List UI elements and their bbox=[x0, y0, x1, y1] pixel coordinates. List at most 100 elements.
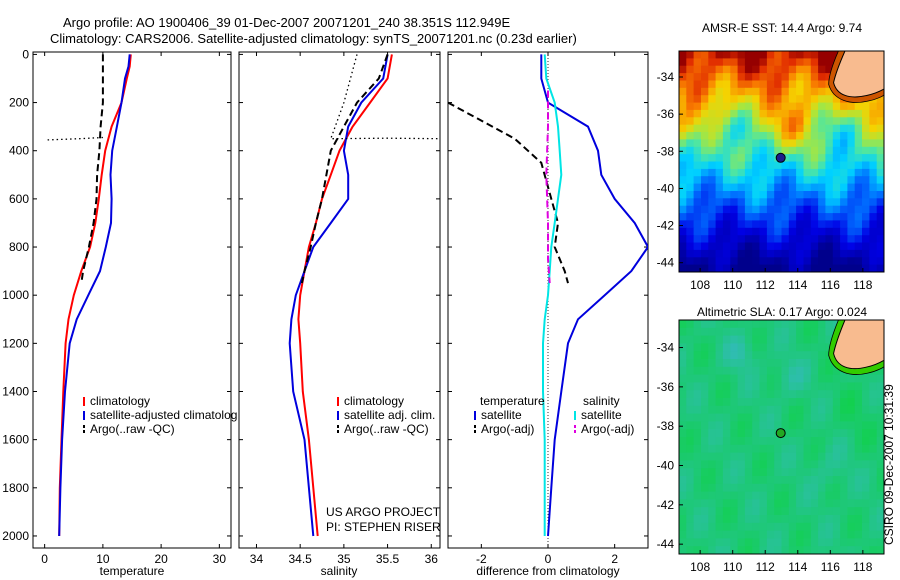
map-cell bbox=[686, 176, 695, 185]
map-cell bbox=[854, 235, 863, 244]
map-cell bbox=[810, 220, 819, 229]
map-cell bbox=[781, 351, 790, 360]
map-cell bbox=[774, 444, 783, 454]
map-cell bbox=[825, 382, 834, 391]
map-cell bbox=[781, 176, 790, 185]
map-cell bbox=[825, 198, 834, 207]
map-cell bbox=[693, 320, 702, 329]
map-cell bbox=[825, 87, 834, 96]
y-tick-label: -36 bbox=[657, 107, 675, 121]
map-cell bbox=[781, 437, 790, 446]
map-cell bbox=[876, 460, 884, 469]
map-cell bbox=[869, 483, 878, 493]
y-tick-label: -42 bbox=[657, 498, 675, 512]
map-cell bbox=[701, 257, 709, 266]
map-cell bbox=[737, 51, 746, 59]
map-cell bbox=[832, 257, 841, 266]
map-cell bbox=[679, 227, 687, 236]
map-cell bbox=[730, 452, 739, 461]
map-cell bbox=[847, 421, 856, 430]
map-cell bbox=[818, 398, 826, 407]
map-cell bbox=[825, 227, 834, 236]
map-cell bbox=[730, 154, 739, 163]
map-cell bbox=[693, 198, 702, 207]
map-cell bbox=[810, 320, 819, 329]
map-cell bbox=[759, 343, 768, 352]
map-cell bbox=[693, 437, 702, 446]
map-cell bbox=[693, 146, 702, 155]
map-cell bbox=[840, 227, 848, 236]
map-cell bbox=[810, 546, 819, 554]
map-cell bbox=[840, 429, 848, 438]
map-cell bbox=[781, 515, 790, 524]
map-cell bbox=[766, 374, 775, 383]
map-cell bbox=[869, 374, 878, 383]
map-cell bbox=[854, 227, 863, 236]
map-cell bbox=[796, 327, 804, 337]
map-cell bbox=[708, 139, 717, 148]
map-cell bbox=[730, 139, 739, 148]
map-cell bbox=[854, 429, 863, 438]
map-cell bbox=[766, 87, 775, 96]
map-cell bbox=[876, 444, 884, 454]
map-cell bbox=[701, 366, 709, 376]
map-cell bbox=[796, 109, 804, 118]
map-cell bbox=[730, 51, 739, 59]
map-cell bbox=[862, 249, 870, 258]
y-tick-label: -38 bbox=[657, 144, 675, 158]
map-cell bbox=[759, 213, 768, 222]
map-cell bbox=[788, 499, 797, 508]
map-cell bbox=[759, 538, 768, 547]
map-cell bbox=[832, 227, 841, 236]
map-cell bbox=[803, 58, 812, 67]
map-cell bbox=[737, 227, 746, 236]
map-cell bbox=[730, 198, 739, 207]
map-cell bbox=[876, 429, 884, 438]
map-cell bbox=[679, 80, 687, 89]
map-cell bbox=[752, 538, 761, 547]
legend-label: satellite bbox=[581, 408, 622, 422]
map-cell bbox=[708, 205, 717, 214]
map-cell bbox=[701, 390, 709, 399]
map-cell bbox=[876, 205, 884, 214]
map-cell bbox=[722, 374, 731, 383]
map-cell bbox=[693, 95, 702, 104]
map-cell bbox=[752, 530, 761, 539]
map-cell bbox=[737, 382, 746, 391]
map-cell bbox=[810, 183, 819, 192]
series-line bbox=[329, 54, 440, 140]
map-cell bbox=[744, 132, 753, 140]
map-cell bbox=[722, 109, 731, 118]
map-cell bbox=[730, 242, 739, 251]
map-cell bbox=[788, 515, 797, 524]
map-cell bbox=[876, 530, 884, 539]
map-cell bbox=[708, 257, 717, 266]
map-cell bbox=[832, 146, 841, 155]
map-cell bbox=[759, 109, 768, 118]
map-cell bbox=[818, 65, 826, 74]
y-tick-label: -34 bbox=[657, 70, 675, 84]
map-cell bbox=[825, 117, 834, 126]
difference-plot: -2 0 2 bbox=[448, 52, 648, 566]
map-cell bbox=[862, 213, 870, 222]
map-cell bbox=[715, 242, 724, 251]
map-cell bbox=[796, 468, 804, 477]
map-cell bbox=[722, 366, 731, 376]
map-cell bbox=[774, 235, 783, 244]
map-cell bbox=[803, 421, 812, 430]
map-cell bbox=[766, 522, 775, 532]
map-cell bbox=[818, 132, 826, 140]
map-cell bbox=[818, 522, 826, 532]
map-cell bbox=[766, 191, 775, 199]
map-cell bbox=[737, 460, 746, 469]
map-cell bbox=[730, 374, 739, 383]
map-cell bbox=[693, 327, 702, 337]
map-cell bbox=[722, 235, 731, 244]
map-cell bbox=[686, 51, 695, 59]
map-cell bbox=[854, 146, 863, 155]
map-cell bbox=[781, 421, 790, 430]
map-cell bbox=[730, 476, 739, 485]
map-cell bbox=[847, 198, 856, 207]
map-cell bbox=[722, 183, 731, 192]
map-cell bbox=[701, 515, 709, 524]
